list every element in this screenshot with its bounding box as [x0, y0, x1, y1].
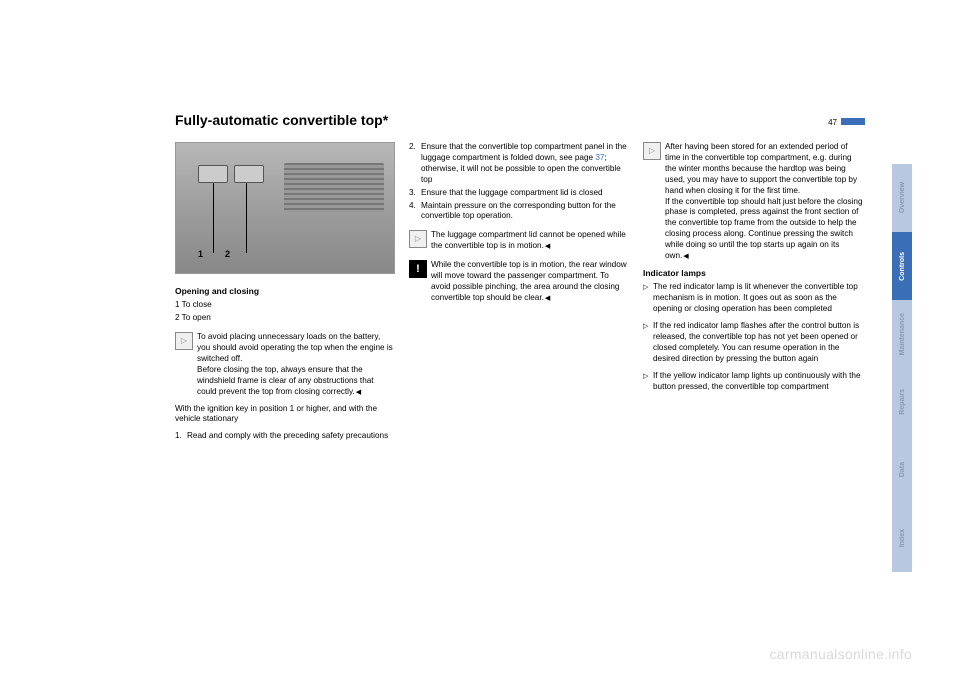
step-4-text: Maintain pressure on the corresponding b…: [421, 201, 629, 223]
figure-buttons: [198, 165, 264, 183]
tab-repairs-label: Repairs: [899, 389, 906, 415]
warning-icon: [409, 260, 427, 278]
content-area: Fully-automatic convertible top* 47 1: [175, 112, 865, 444]
note-luggage-text: The luggage compartment lid cannot be op…: [431, 230, 629, 252]
step-1-text: Read and comply with the preceding safet…: [187, 431, 395, 442]
warning-pinch-text: While the convertible top is in motion, …: [431, 260, 629, 304]
column-1: 1 2 Opening and closing 1 To close 2 To …: [175, 142, 395, 444]
callout-1: 1: [198, 249, 203, 261]
columns: 1 2 Opening and closing 1 To close 2 To …: [175, 142, 865, 444]
page-title: Fully-automatic convertible top*: [175, 112, 828, 128]
step-4-num: 4.: [409, 201, 421, 223]
page-number: 47: [828, 118, 837, 127]
bullet-icon: [643, 321, 653, 365]
note-battery-text: To avoid placing unnecessary loads on th…: [197, 332, 395, 397]
warning-pinch-span: While the convertible top is in motion, …: [431, 260, 627, 302]
figure-callouts: 1 2: [198, 249, 230, 261]
note-luggage: The luggage compartment lid cannot be op…: [409, 230, 629, 252]
subhead-indicator-lamps: Indicator lamps: [643, 268, 863, 279]
tab-controls[interactable]: Controls: [892, 232, 912, 300]
steps-col1: 1. Read and comply with the preceding sa…: [175, 431, 395, 442]
para-ignition: With the ignition key in position 1 or h…: [175, 404, 395, 426]
subhead-opening-closing: Opening and closing: [175, 286, 395, 297]
step-3: 3. Ensure that the luggage compartment l…: [409, 188, 629, 199]
end-mark: [544, 241, 550, 250]
open-close-list: 1 To close 2 To open: [175, 300, 395, 324]
step-1: 1. Read and comply with the preceding sa…: [175, 431, 395, 442]
tab-maintenance-label: Maintenance: [899, 313, 906, 355]
figure-leader-1: [213, 183, 214, 253]
tab-index[interactable]: Index: [892, 504, 912, 572]
end-mark: [544, 293, 550, 302]
tab-repairs[interactable]: Repairs: [892, 368, 912, 436]
step-2: 2. Ensure that the convertible top compa…: [409, 142, 629, 186]
tab-overview[interactable]: Overview: [892, 164, 912, 232]
note-storage-text: After having been stored for an extended…: [665, 142, 863, 262]
note-storage-line2: If the convertible top should halt just …: [665, 197, 863, 261]
note-storage: After having been stored for an extended…: [643, 142, 863, 262]
tab-index-label: Index: [899, 529, 906, 547]
lamp-item-2-text: If the red indicator lamp flashes after …: [653, 321, 863, 365]
figure-leader-2: [246, 183, 247, 253]
steps-col2: 2. Ensure that the convertible top compa…: [409, 142, 629, 222]
title-row: Fully-automatic convertible top* 47: [175, 112, 865, 128]
tab-overview-label: Overview: [899, 182, 906, 213]
lamp-item-3-text: If the yellow indicator lamp lights up c…: [653, 371, 863, 393]
lamp-item-2: If the red indicator lamp flashes after …: [643, 321, 863, 365]
lamp-item-1-text: The red indicator lamp is lit whenever t…: [653, 282, 863, 315]
note-battery-line1: To avoid placing unnecessary loads on th…: [197, 332, 393, 363]
lamp-item-1: The red indicator lamp is lit whenever t…: [643, 282, 863, 315]
note-icon: [409, 230, 427, 248]
bullet-icon: [643, 282, 653, 315]
dashboard-figure: 1 2: [175, 142, 395, 274]
column-2: 2. Ensure that the convertible top compa…: [409, 142, 629, 444]
step-1-num: 1.: [175, 431, 187, 442]
end-mark: [355, 387, 361, 396]
step-4: 4. Maintain pressure on the correspondin…: [409, 201, 629, 223]
tab-data-label: Data: [899, 462, 906, 477]
list-item-close: 1 To close: [175, 300, 395, 311]
lamp-item-3: If the yellow indicator lamp lights up c…: [643, 371, 863, 393]
tab-maintenance[interactable]: Maintenance: [892, 300, 912, 368]
indicator-lamp-list: The red indicator lamp is lit whenever t…: [643, 282, 863, 392]
tab-controls-label: Controls: [899, 252, 906, 281]
tab-data[interactable]: Data: [892, 436, 912, 504]
column-3: After having been stored for an extended…: [643, 142, 863, 444]
page-number-bar: [841, 118, 865, 125]
figure-button-1: [198, 165, 228, 183]
callout-2: 2: [225, 249, 230, 261]
step-3-text: Ensure that the luggage compartment lid …: [421, 188, 629, 199]
figure-button-2: [234, 165, 264, 183]
end-mark: [682, 251, 688, 260]
side-tabs: Overview Controls Maintenance Repairs Da…: [892, 164, 912, 572]
note-icon: [643, 142, 661, 160]
step-2-text: Ensure that the convertible top compartm…: [421, 142, 629, 186]
page: Fully-automatic convertible top* 47 1: [0, 0, 960, 678]
note-battery-line2: Before closing the top, always ensure th…: [197, 365, 374, 396]
step-2-num: 2.: [409, 142, 421, 186]
watermark: carmanualsonline.info: [770, 646, 913, 662]
note-icon: [175, 332, 193, 350]
bullet-icon: [643, 371, 653, 393]
warning-pinch: While the convertible top is in motion, …: [409, 260, 629, 304]
note-luggage-span: The luggage compartment lid cannot be op…: [431, 230, 626, 250]
figure-vents: [284, 163, 384, 213]
list-item-open: 2 To open: [175, 313, 395, 324]
step-3-num: 3.: [409, 188, 421, 199]
note-storage-line1: After having been stored for an extended…: [665, 142, 857, 195]
note-battery: To avoid placing unnecessary loads on th…: [175, 332, 395, 397]
